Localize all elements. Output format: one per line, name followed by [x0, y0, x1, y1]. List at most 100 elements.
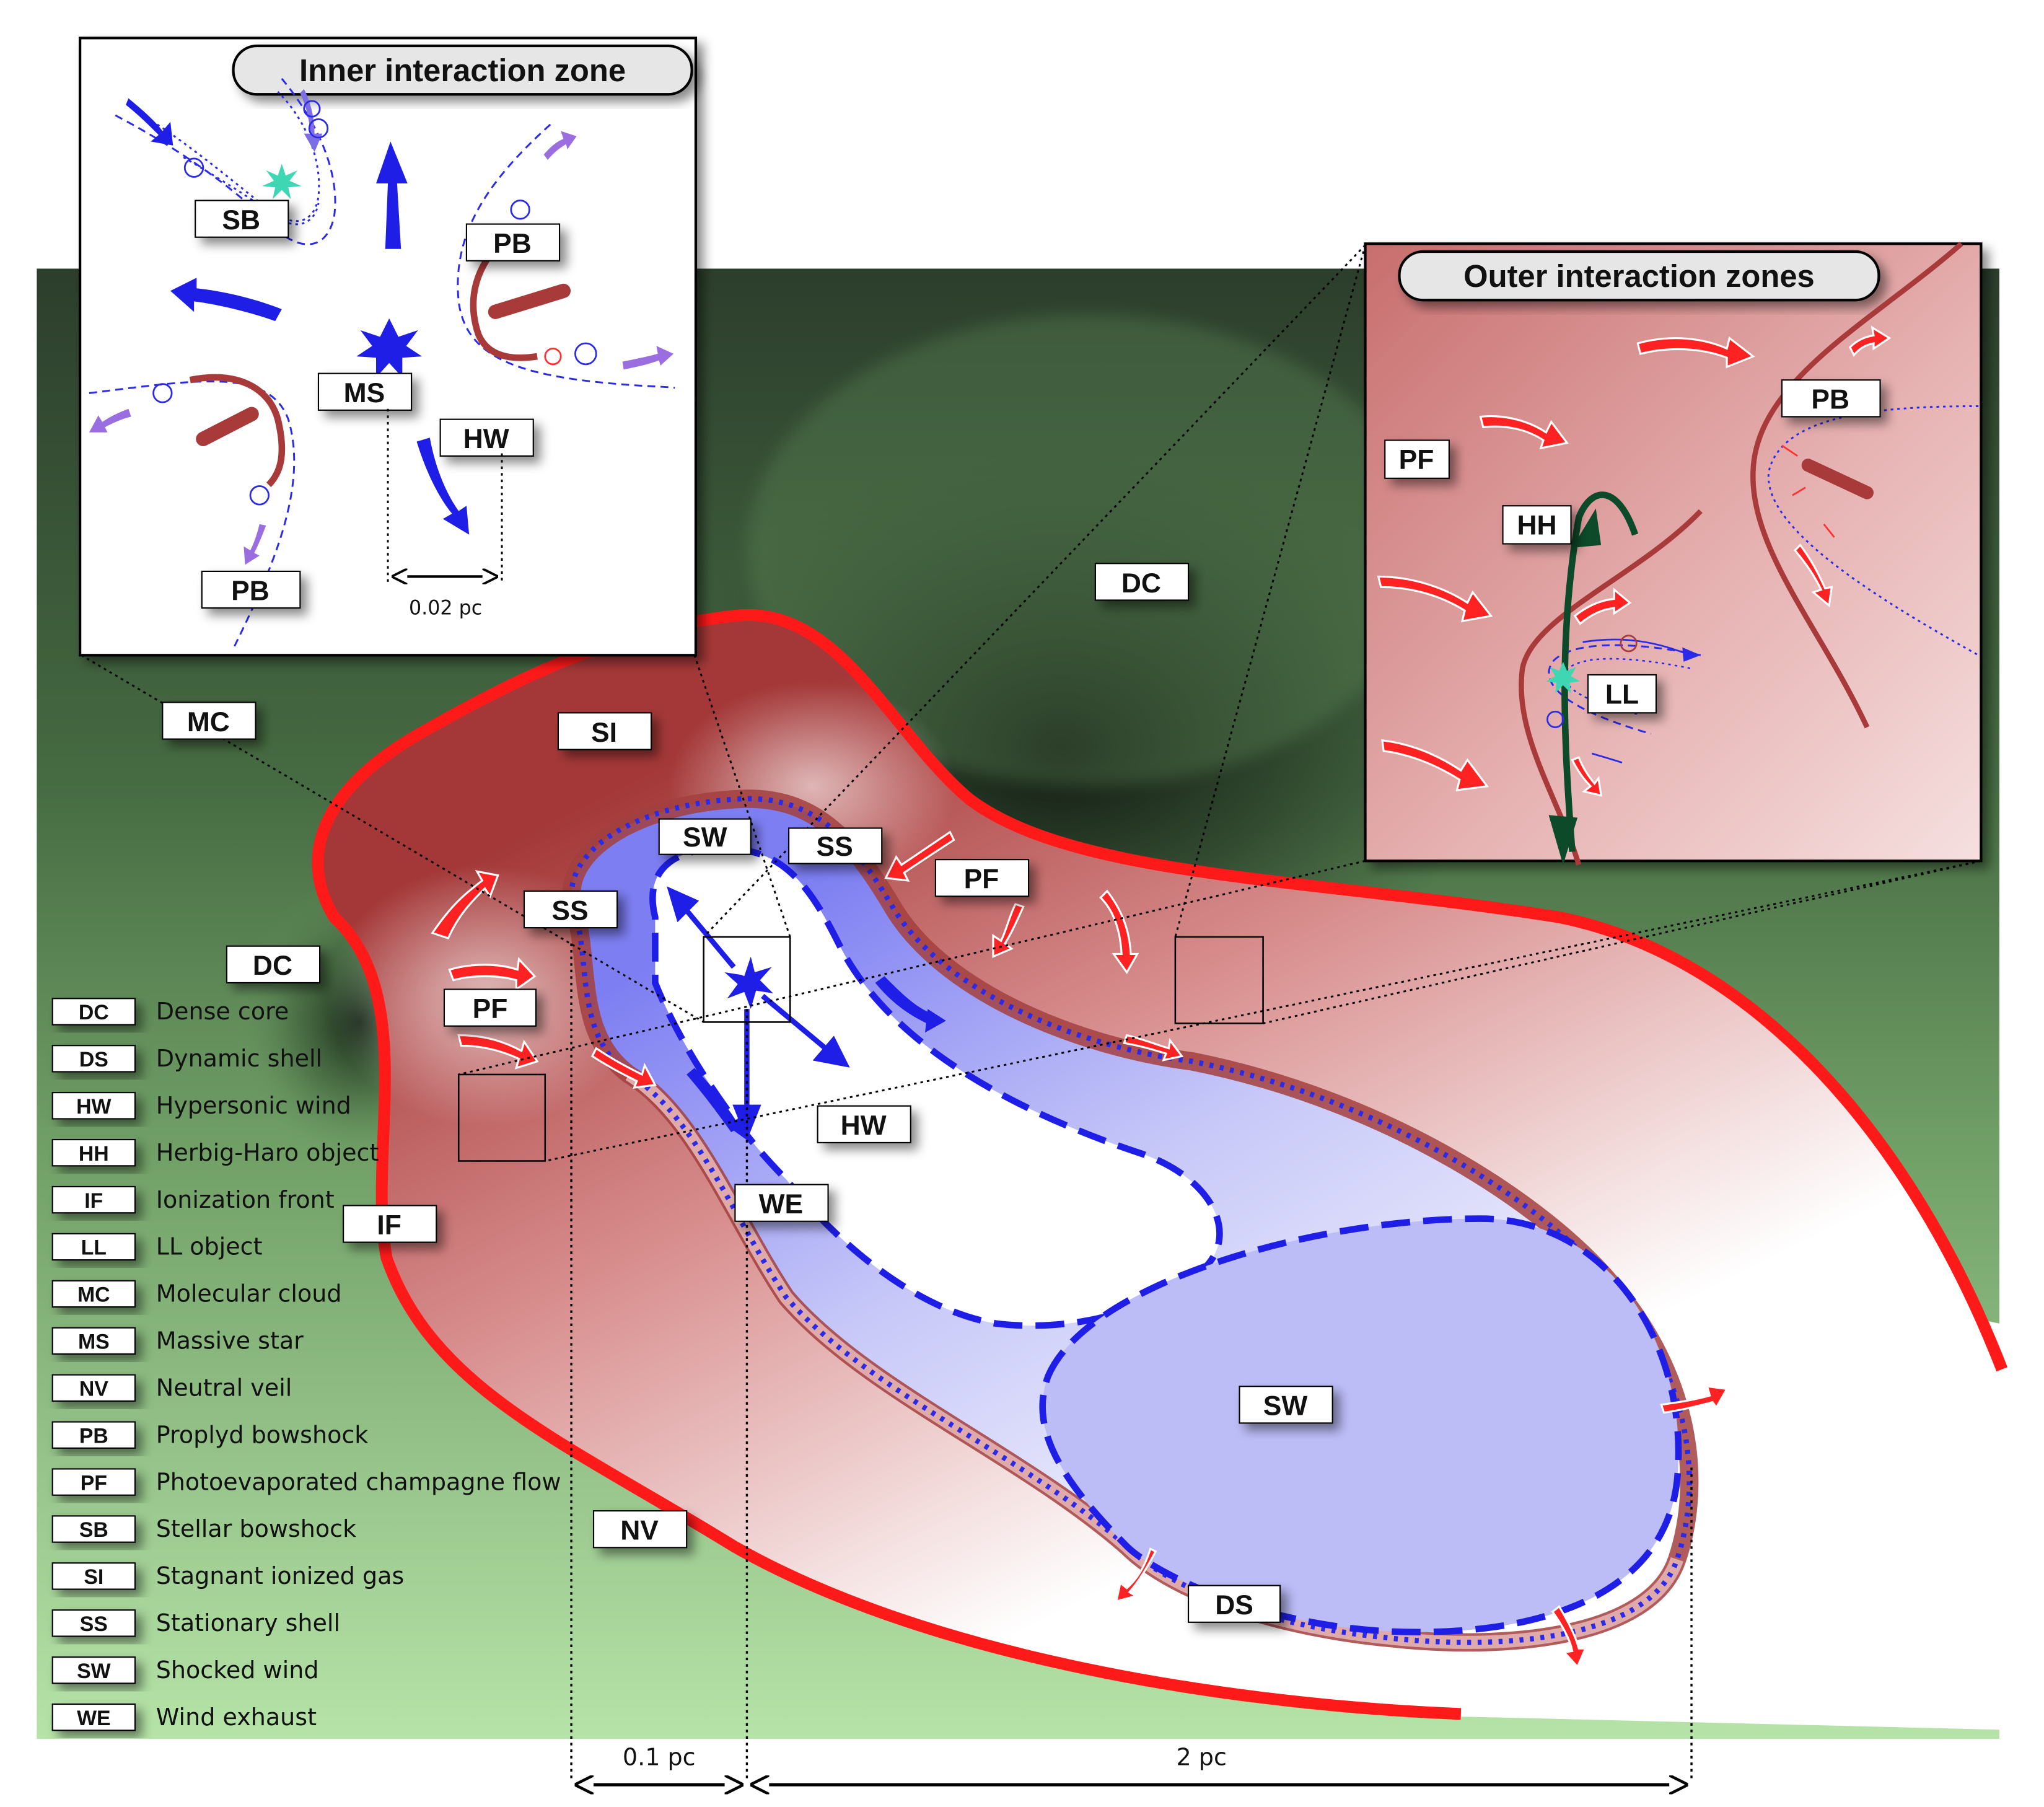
inner-label-sb: SB	[222, 205, 260, 235]
inner-wind-arrows	[170, 141, 470, 535]
legend-code: WE	[77, 1707, 111, 1730]
legend-code: MC	[77, 1283, 110, 1307]
cloud-highlight	[747, 314, 1429, 786]
legend-row: PB Proplyd bowshock	[51, 1421, 369, 1449]
legend-code-box	[51, 1421, 136, 1449]
outer-label-box-hh	[1502, 505, 1572, 545]
label-box-pf-main	[934, 859, 1030, 897]
label-ds: DS	[1215, 1590, 1253, 1620]
label-box-pf-left	[443, 988, 537, 1027]
inner-label-pb-bottom: PB	[231, 576, 270, 606]
outer-label-boxes	[1384, 379, 1881, 714]
legend-row: WE Wind exhaust	[51, 1703, 317, 1731]
inner-massive-star-icon	[356, 318, 423, 377]
legend-row: MS Massive star	[51, 1327, 304, 1355]
legend-row: SW Shocked wind	[51, 1656, 319, 1684]
legend-code-box	[51, 1233, 136, 1261]
legend-code: IF	[84, 1189, 103, 1213]
legend-description: Hypersonic wind	[156, 1092, 351, 1119]
legend-row: HW Hypersonic wind	[51, 1092, 351, 1120]
hh-arrow-up-icon	[1572, 508, 1602, 548]
legend-code: SS	[80, 1612, 108, 1636]
legend-code-box	[51, 1703, 136, 1731]
legend: DC Dense core DS Dynamic shell HW Hypersonic …	[51, 998, 561, 1731]
legend-row: DS Dynamic shell	[51, 1045, 322, 1073]
legend-description: Stellar bowshock	[156, 1515, 356, 1542]
legend-code-box	[51, 1185, 136, 1214]
legend-code-box	[51, 1468, 136, 1496]
legend-description: Herbig-Haro object	[156, 1139, 379, 1166]
pb-bottom-left-arrow-icon	[89, 408, 131, 433]
label-sw-top: SW	[683, 822, 727, 853]
pb-top-arrow-icon	[543, 131, 577, 160]
outer-label-hh: HH	[1517, 511, 1556, 541]
shocked-wind-lobe	[1039, 1215, 1682, 1636]
label-box-nv	[592, 1510, 688, 1549]
label-si: SI	[591, 718, 617, 748]
legend-description: Wind exhaust	[156, 1704, 317, 1731]
inner-label-box-hw	[439, 418, 534, 457]
legend-description: Massive star	[156, 1327, 304, 1355]
legend-code: SW	[77, 1660, 111, 1683]
legend-row: NV Neutral veil	[51, 1374, 292, 1402]
inner-label-texts: SB PB MS HW PB	[222, 205, 531, 606]
legend-description: Ionization front	[156, 1186, 335, 1213]
legend-code: PF	[81, 1471, 107, 1495]
pb-bottom-down-arrow-icon	[243, 524, 266, 565]
legend-description: Neutral veil	[156, 1374, 292, 1401]
inner-label-box-pb-top	[465, 223, 561, 262]
legend-code-box	[51, 1609, 136, 1637]
legend-code: PB	[79, 1424, 108, 1448]
legend-code: HW	[76, 1095, 111, 1119]
legend-description: Photoevaporated champagne flow	[156, 1468, 561, 1495]
legend-row: LL LL object	[51, 1233, 263, 1261]
inner-label-boxes	[195, 200, 561, 609]
legend-description: Proplyd bowshock	[156, 1421, 369, 1448]
label-box-ds	[1187, 1585, 1281, 1623]
outer-proplyd-bowshock-right	[1767, 405, 1979, 656]
outer-label-pf: PF	[1399, 445, 1434, 475]
pb-top-eddies	[510, 200, 597, 366]
legend-code-box	[51, 998, 136, 1026]
outer-title-pill	[1398, 250, 1880, 302]
outer-label-ll: LL	[1605, 680, 1639, 710]
legend-row: SS Stationary shell	[51, 1609, 340, 1637]
label-ss-left: SS	[551, 895, 588, 926]
inner-label-ms: MS	[344, 378, 385, 408]
outer-label-box-pf	[1384, 439, 1450, 479]
legend-row: DC Dense core	[51, 998, 289, 1026]
outer-proplyd-front-right	[1750, 242, 1963, 729]
inner-scale	[387, 408, 503, 583]
legend-code: DS	[79, 1048, 108, 1071]
legend-code-box	[51, 1280, 136, 1308]
legend-description: Stationary shell	[156, 1609, 340, 1637]
ll-star-icon	[1546, 661, 1581, 693]
label-nv: NV	[620, 1516, 659, 1546]
outer-ll-bowshock	[1548, 644, 1701, 735]
legend-code: DC	[79, 1001, 109, 1024]
legend-row: HH Herbig-Haro object	[51, 1139, 379, 1167]
legend-description: Molecular cloud	[156, 1280, 342, 1308]
inner-title: Inner interaction zone	[299, 53, 626, 88]
outer-small-flows	[1546, 444, 1835, 763]
legend-code-box	[51, 1562, 136, 1590]
legend-code-box	[51, 1656, 136, 1684]
outer-zoom-box-right	[1174, 936, 1264, 1024]
legend-code-box	[51, 1327, 136, 1355]
secondary-star-icon	[262, 164, 302, 200]
legend-row: SI Stagnant ionized gas	[51, 1562, 405, 1590]
sb-arrow-icon	[126, 98, 173, 146]
legend-description: LL object	[156, 1233, 263, 1260]
label-ss-top: SS	[817, 832, 853, 862]
shocked-wind-flow-arrows	[686, 976, 946, 1140]
main-labels	[162, 563, 1333, 1623]
legend-description: Stagnant ionized gas	[156, 1562, 405, 1589]
label-box-dc-top	[1094, 563, 1190, 601]
label-if: IF	[377, 1210, 401, 1241]
scale-label-small: 0.1 pc	[623, 1743, 696, 1770]
legend-row: MC Molecular cloud	[51, 1280, 342, 1308]
legend-code-box	[51, 1515, 136, 1543]
label-mc: MC	[187, 707, 230, 737]
